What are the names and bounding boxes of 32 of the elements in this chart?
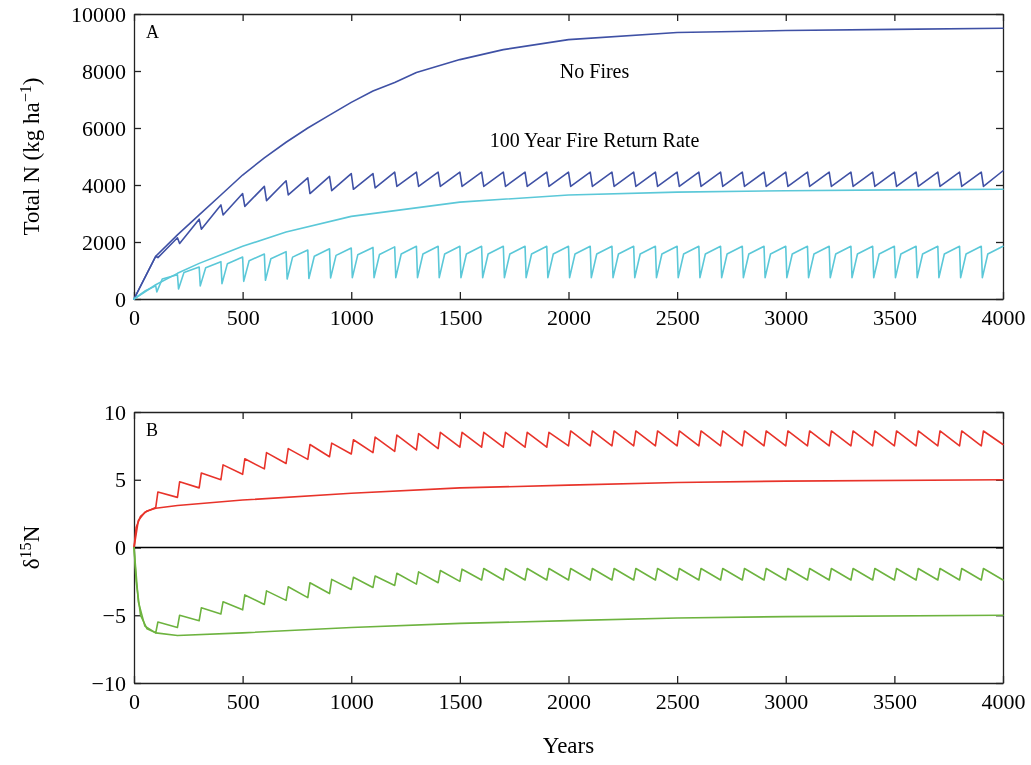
y-tick-label: −10 — [91, 670, 126, 696]
series-label: 100 Year Fire Return Rate — [489, 128, 700, 151]
x-tick-label: 2000 — [547, 304, 591, 330]
x-tick-label: 3000 — [764, 304, 809, 330]
series-label: No Fires — [559, 60, 630, 83]
x-tick-label: 2500 — [655, 688, 700, 714]
x-tick-label: 4000 — [981, 688, 1026, 714]
x-tick-label: 2000 — [547, 688, 591, 714]
x-tick-label: 1000 — [329, 688, 374, 714]
x-tick-label: 1000 — [329, 304, 374, 330]
x-tick-label: 4000 — [981, 304, 1026, 330]
y-tick-label: −5 — [102, 602, 126, 628]
x-tick-label: 1500 — [438, 304, 483, 330]
x-axis-title: Years — [542, 733, 595, 758]
x-tick-label: 2500 — [655, 304, 700, 330]
y-tick-label: 10000 — [71, 1, 126, 27]
x-tick-label: 1500 — [438, 688, 483, 714]
y-tick-label: 6000 — [82, 115, 126, 141]
y-tick-label: 10 — [104, 399, 126, 425]
chart-title: A — [146, 22, 159, 42]
x-tick-label: 3500 — [872, 688, 917, 714]
y-tick-label: 8000 — [82, 58, 126, 84]
x-tick-label: 3000 — [764, 688, 809, 714]
x-tick-label: 500 — [226, 688, 260, 714]
chart-title: B — [146, 420, 159, 440]
x-tick-label: 3500 — [872, 304, 917, 330]
y-tick-label: 5 — [115, 467, 126, 493]
y-tick-label: 0 — [115, 286, 126, 312]
y-tick-label: 4000 — [82, 172, 126, 198]
y-tick-label: 2000 — [82, 229, 126, 255]
y-tick-label: 0 — [115, 535, 126, 561]
x-tick-label: 500 — [226, 304, 260, 330]
